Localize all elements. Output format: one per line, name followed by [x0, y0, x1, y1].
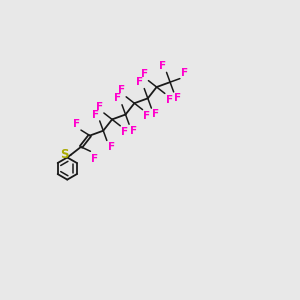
Text: F: F: [181, 68, 188, 78]
Text: F: F: [159, 61, 166, 71]
Text: F: F: [166, 95, 172, 105]
Text: F: F: [130, 126, 137, 136]
Text: F: F: [92, 110, 99, 119]
Text: F: F: [96, 102, 103, 112]
Text: F: F: [118, 85, 125, 95]
Text: F: F: [143, 111, 150, 121]
Text: F: F: [114, 93, 121, 103]
Text: F: F: [73, 119, 80, 129]
Text: F: F: [174, 93, 182, 103]
Text: F: F: [107, 142, 115, 152]
Text: F: F: [121, 127, 128, 137]
Text: F: F: [136, 77, 144, 87]
Text: S: S: [60, 148, 69, 161]
Text: F: F: [91, 154, 98, 164]
Text: F: F: [152, 110, 159, 119]
Text: F: F: [141, 69, 148, 79]
